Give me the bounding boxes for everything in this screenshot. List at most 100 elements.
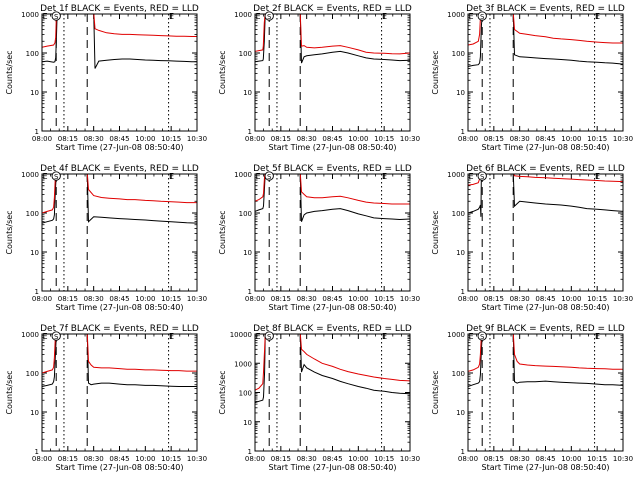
y-tick-label: 100 xyxy=(239,50,252,58)
series-line-events xyxy=(255,14,410,64)
panel-title: Det 9f BLACK = Events, RED = LLD xyxy=(466,324,625,334)
x-tick-label: 10:00 xyxy=(135,455,155,463)
x-tick-label: 10:00 xyxy=(348,135,368,143)
end-marker-label: E xyxy=(382,12,387,21)
start-marker-circle xyxy=(477,11,487,21)
left-marker-label: E xyxy=(42,332,47,341)
x-tick-label: 08:45 xyxy=(322,295,342,303)
y-tick-label: 1 xyxy=(35,288,39,296)
y-tick-label: 1000 xyxy=(234,11,252,19)
x-axis-label: Start Time (27-Jun-08 08:50:40) xyxy=(56,303,184,312)
series-line-events xyxy=(468,174,623,217)
x-tick-label: 10:00 xyxy=(348,455,368,463)
start-marker-circle xyxy=(51,11,61,21)
x-tick-label: 10:15 xyxy=(587,295,607,303)
start-marker-circle xyxy=(264,11,274,21)
plot-frame xyxy=(254,173,411,292)
x-axis-label: Start Time (27-Jun-08 08:50:40) xyxy=(482,143,610,152)
plot-frame xyxy=(41,333,198,452)
x-tick-label: 08:00 xyxy=(32,455,52,463)
start-marker-label: S xyxy=(267,13,272,21)
x-tick-label: 08:45 xyxy=(322,135,342,143)
x-tick-label: 08:45 xyxy=(535,455,555,463)
y-tick-label: 100 xyxy=(452,370,465,378)
y-tick-label: 1 xyxy=(461,288,465,296)
x-tick-label: 10:15 xyxy=(161,135,181,143)
x-tick-label: 10:30 xyxy=(613,135,633,143)
y-tick-label: 100 xyxy=(239,390,252,398)
y-axis-label: Counts/sec xyxy=(431,50,440,94)
series-line-events xyxy=(42,174,197,224)
left-marker-label: E xyxy=(42,12,47,21)
end-marker-label: E xyxy=(382,332,387,341)
y-tick-label: 1000 xyxy=(234,171,252,179)
y-tick-label: 1000 xyxy=(447,331,465,339)
x-tick-label: 10:30 xyxy=(400,135,420,143)
panel-title: Det 6f BLACK = Events, RED = LLD xyxy=(466,164,625,174)
end-marker-label: E xyxy=(382,172,387,181)
start-marker-circle xyxy=(477,331,487,341)
panel-title: Det 1f BLACK = Events, RED = LLD xyxy=(40,4,199,14)
x-tick-label: 10:30 xyxy=(187,455,207,463)
start-marker-label: S xyxy=(267,173,272,181)
x-tick-label: 08:00 xyxy=(245,455,265,463)
y-axis-label: Counts/sec xyxy=(5,210,14,254)
x-tick-label: 08:00 xyxy=(458,295,478,303)
start-marker-label: S xyxy=(54,13,59,21)
y-tick-label: 10 xyxy=(30,409,39,417)
y-tick-label: 1 xyxy=(248,288,252,296)
start-marker-circle xyxy=(264,331,274,341)
x-tick-label: 08:15 xyxy=(58,295,78,303)
x-tick-label: 08:45 xyxy=(535,295,555,303)
x-axis-label: Start Time (27-Jun-08 08:50:40) xyxy=(269,143,397,152)
x-axis-label: Start Time (27-Jun-08 08:50:40) xyxy=(482,303,610,312)
series-line-lld xyxy=(468,174,623,186)
panel-det-6f: Det 6f BLACK = Events, RED = LLD Counts/s… xyxy=(431,164,633,312)
plot-frame xyxy=(467,333,624,452)
y-tick-label: 10 xyxy=(456,249,465,257)
series-line-events xyxy=(468,334,623,387)
panel-det-3f: Det 3f BLACK = Events, RED = LLD Counts/s… xyxy=(431,4,633,152)
panel-det-9f: Det 9f BLACK = Events, RED = LLD Counts/s… xyxy=(431,324,633,472)
x-tick-label: 08:15 xyxy=(271,135,291,143)
y-tick-label: 100 xyxy=(26,210,39,218)
x-tick-label: 10:15 xyxy=(374,135,394,143)
x-tick-label: 10:15 xyxy=(161,295,181,303)
x-tick-label: 10:00 xyxy=(561,295,581,303)
x-axis-label: Start Time (27-Jun-08 08:50:40) xyxy=(269,303,397,312)
y-tick-label: 100 xyxy=(26,50,39,58)
x-tick-label: 08:15 xyxy=(484,135,504,143)
series-line-lld xyxy=(255,334,410,391)
x-tick-label: 10:30 xyxy=(613,295,633,303)
y-tick-label: 1 xyxy=(248,128,252,136)
x-tick-label: 08:30 xyxy=(510,295,530,303)
y-tick-label: 10 xyxy=(243,89,252,97)
series-line-lld xyxy=(468,14,623,46)
start-marker-circle xyxy=(477,171,487,181)
y-tick-label: 10 xyxy=(30,89,39,97)
y-axis-label: Counts/sec xyxy=(218,370,227,414)
panel-det-2f: Det 2f BLACK = Events, RED = LLD Counts/s… xyxy=(218,4,420,152)
y-axis-label: Counts/sec xyxy=(431,210,440,254)
y-tick-label: 1000 xyxy=(447,171,465,179)
x-tick-label: 08:45 xyxy=(322,455,342,463)
panel-title: Det 8f BLACK = Events, RED = LLD xyxy=(253,324,412,334)
x-tick-label: 08:30 xyxy=(510,455,530,463)
y-tick-label: 100 xyxy=(452,50,465,58)
x-tick-label: 08:00 xyxy=(458,135,478,143)
y-tick-label: 100 xyxy=(239,210,252,218)
y-tick-label: 10000 xyxy=(230,331,252,339)
x-tick-label: 08:15 xyxy=(271,455,291,463)
left-marker-label: E xyxy=(42,172,47,181)
panel-title: Det 5f BLACK = Events, RED = LLD xyxy=(253,164,412,174)
y-tick-label: 1000 xyxy=(21,331,39,339)
series-line-events xyxy=(42,14,197,69)
x-tick-label: 08:45 xyxy=(109,295,129,303)
series-line-events xyxy=(468,14,623,67)
x-tick-label: 08:30 xyxy=(297,455,317,463)
start-marker-label: S xyxy=(480,173,485,181)
y-tick-label: 10 xyxy=(243,249,252,257)
x-tick-label: 10:15 xyxy=(374,295,394,303)
panel-title: Det 3f BLACK = Events, RED = LLD xyxy=(466,4,625,14)
start-marker-label: S xyxy=(480,13,485,21)
